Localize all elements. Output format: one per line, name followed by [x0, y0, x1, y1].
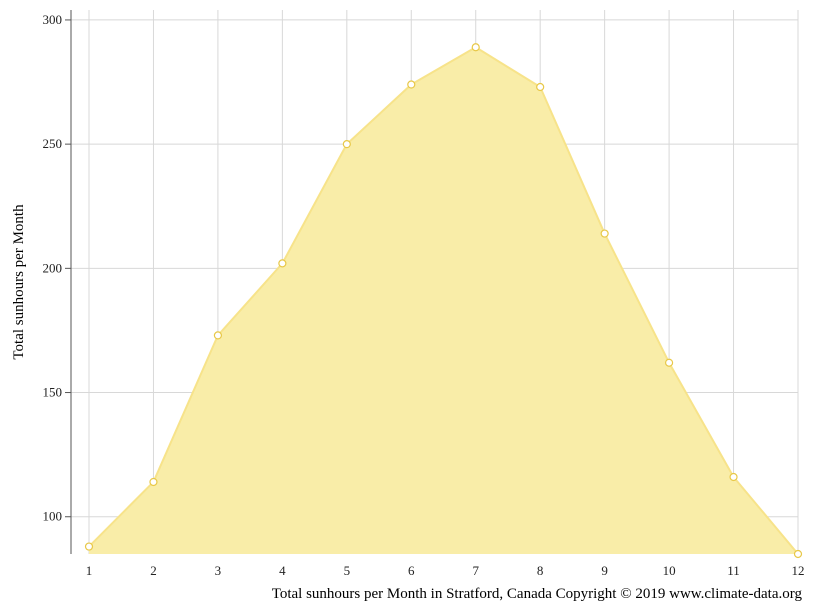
data-point: [278, 259, 287, 268]
series-line: [88, 46, 799, 555]
data-point: [84, 542, 94, 551]
data-point: [149, 477, 158, 487]
y-tick-labels: 100 150 200 250 300: [43, 12, 63, 524]
x-tick-label: 1: [86, 563, 93, 578]
x-tick-label: 10: [663, 563, 676, 578]
data-point: [793, 549, 803, 559]
x-tick-label: 5: [344, 563, 351, 578]
y-tick-label: 100: [43, 509, 63, 524]
data-point: [664, 358, 674, 367]
data-point: [213, 331, 223, 340]
x-tick-label: 3: [215, 563, 222, 578]
data-point: [342, 140, 351, 149]
x-tick-label: 11: [727, 563, 740, 578]
data-point: [536, 82, 545, 92]
x-tick-label: 9: [601, 563, 608, 578]
x-tick-label: 12: [792, 563, 805, 578]
data-points: [84, 43, 803, 559]
y-tick-label: 150: [43, 385, 63, 400]
x-tick-labels: 1 2 3 4 5 6 7 8 9 10 11 12: [86, 563, 805, 578]
x-tick-label: 4: [279, 563, 286, 578]
chart-caption: Total sunhours per Month in Stratford, C…: [272, 586, 803, 602]
data-point: [471, 43, 480, 52]
y-tick-label: 200: [43, 260, 63, 275]
x-tick-label: 6: [408, 563, 415, 578]
data-point: [407, 80, 416, 89]
area-fill: [89, 47, 798, 554]
data-point: [600, 229, 609, 238]
data-point: [729, 472, 738, 482]
y-tick-label: 300: [43, 12, 63, 27]
plot-area: [88, 46, 799, 555]
x-tick-label: 7: [472, 563, 479, 578]
y-tick-label: 250: [43, 136, 63, 151]
y-axis-label: Total sunhours per Month: [11, 204, 27, 360]
x-tick-label: 2: [150, 563, 157, 578]
x-tick-label: 8: [537, 563, 544, 578]
